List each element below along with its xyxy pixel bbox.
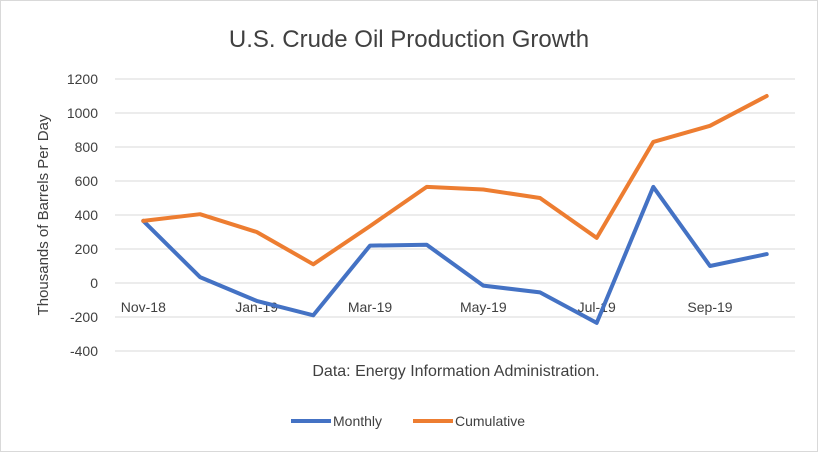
y-tick-label: 0 — [90, 275, 98, 291]
y-tick-label: 400 — [75, 207, 99, 223]
source-annotation: Data: Energy Information Administration. — [312, 363, 599, 380]
y-tick-label: 800 — [75, 139, 99, 155]
y-tick-label: -400 — [70, 343, 98, 359]
x-tick-label: Jul-19 — [578, 299, 616, 315]
y-axis-label: Thousands of Barrels Per Day — [35, 114, 52, 315]
legend-label-monthly: Monthly — [333, 413, 382, 429]
x-tick-label: May-19 — [460, 299, 507, 315]
y-tick-label: 1000 — [67, 105, 98, 121]
x-tick-label: Mar-19 — [348, 299, 393, 315]
y-tick-label: -200 — [70, 309, 98, 325]
x-tick-label: Nov-18 — [121, 299, 166, 315]
x-tick-label: Sep-19 — [687, 299, 732, 315]
legend: Monthly Cumulative — [291, 413, 525, 429]
chart-title: U.S. Crude Oil Production Growth — [229, 26, 589, 53]
legend-label-cumulative: Cumulative — [455, 413, 525, 429]
y-tick-label: 200 — [75, 241, 99, 257]
y-tick-label: 1200 — [67, 71, 98, 87]
y-tick-label: 600 — [75, 173, 99, 189]
series-line-cumulative — [141, 94, 769, 267]
series-line-monthly — [141, 184, 769, 325]
